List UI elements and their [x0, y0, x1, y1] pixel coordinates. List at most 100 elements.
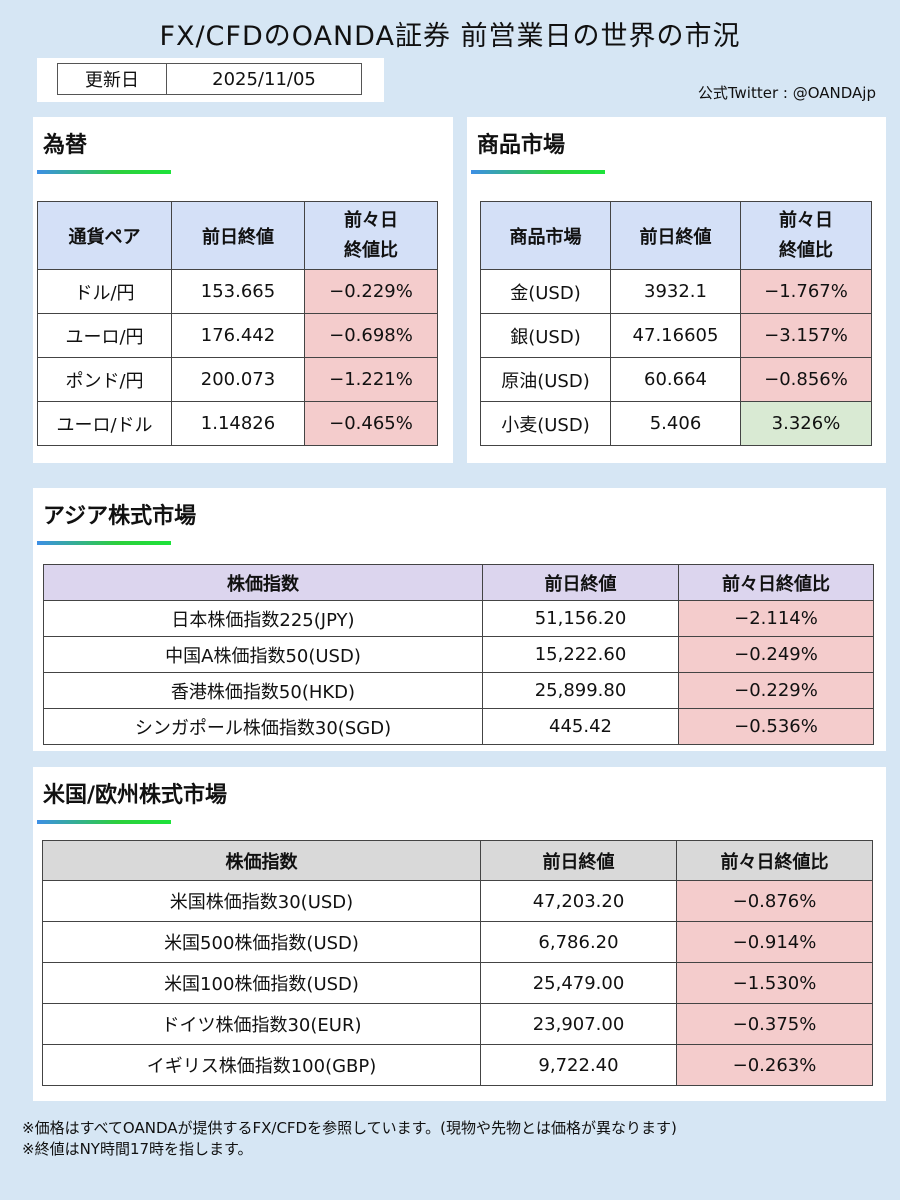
column-header: 株価指数: [42, 840, 481, 881]
footnote: ※価格はすべてOANDAが提供するFX/CFDを参照しています。(現物や先物とは…: [22, 1119, 677, 1137]
table-row: ユーロ/ドル 1.14826 −0.465%: [37, 401, 438, 446]
commodities-table: 商品市場 前日終値 前々日 終値比 金(USD) 3932.1 −1.767% …: [480, 201, 872, 446]
pair-name: ユーロ/ドル: [37, 401, 172, 446]
table-row: 銀(USD) 47.16605 −3.157%: [480, 313, 872, 358]
commodity-name: 金(USD): [480, 269, 611, 314]
change-value: −2.114%: [678, 600, 874, 637]
change-value: −0.536%: [678, 708, 874, 745]
change-value: −0.914%: [676, 921, 873, 963]
asia-panel-title: アジア株式市場: [43, 504, 197, 529]
twitter-handle: 公式Twitter : @OANDAjp: [697, 84, 876, 102]
column-header: 前日終値: [480, 840, 677, 881]
table-row: 小麦(USD) 5.406 3.326%: [480, 401, 872, 446]
column-header: 通貨ペア: [37, 201, 172, 270]
close-value: 23,907.00: [480, 1003, 677, 1045]
change-value: −3.157%: [740, 313, 872, 358]
table-row: 原油(USD) 60.664 −0.856%: [480, 357, 872, 402]
page-title: FX/CFDのOANDA証券 前営業日の世界の市況: [159, 21, 741, 52]
change-value: −0.249%: [678, 636, 874, 673]
close-value: 5.406: [610, 401, 741, 446]
close-value: 3932.1: [610, 269, 741, 314]
change-value: −1.530%: [676, 962, 873, 1004]
change-value: −1.221%: [304, 357, 438, 402]
change-value: −0.375%: [676, 1003, 873, 1045]
table-row: 米国100株価指数(USD) 25,479.00 −1.530%: [42, 962, 873, 1004]
table-row: シンガポール株価指数30(SGD) 445.42 −0.536%: [43, 708, 874, 745]
fx-panel: 為替 通貨ペア 前日終値 前々日 終値比 ドル/円 153.665 −0.229…: [33, 117, 453, 463]
pair-name: ポンド/円: [37, 357, 172, 402]
title-underline: [37, 541, 171, 545]
asia-table: 株価指数 前日終値 前々日終値比 日本株価指数225(JPY) 51,156.2…: [43, 564, 874, 745]
asia-panel: アジア株式市場 株価指数 前日終値 前々日終値比 日本株価指数225(JPY) …: [33, 488, 886, 751]
close-value: 47,203.20: [480, 880, 677, 922]
close-value: 176.442: [171, 313, 305, 358]
commodities-panel-title: 商品市場: [477, 133, 566, 158]
close-value: 51,156.20: [482, 600, 679, 637]
index-name: 香港株価指数50(HKD): [43, 672, 483, 709]
column-header: 前々日終値比: [676, 840, 873, 881]
change-value: −1.767%: [740, 269, 872, 314]
title-underline: [37, 820, 171, 824]
update-date-box: 更新日 2025/11/05: [37, 58, 384, 102]
table-row: ユーロ/円 176.442 −0.698%: [37, 313, 438, 358]
column-header: 前日終値: [610, 201, 741, 270]
change-value: −0.698%: [304, 313, 438, 358]
close-value: 6,786.20: [480, 921, 677, 963]
commodity-name: 小麦(USD): [480, 401, 611, 446]
change-value: −0.856%: [740, 357, 872, 402]
index-name: シンガポール株価指数30(SGD): [43, 708, 483, 745]
title-underline: [37, 170, 171, 174]
change-value: −0.263%: [676, 1044, 873, 1086]
index-name: 米国500株価指数(USD): [42, 921, 481, 963]
change-value: −0.465%: [304, 401, 438, 446]
table-row: ポンド/円 200.073 −1.221%: [37, 357, 438, 402]
table-row: 日本株価指数225(JPY) 51,156.20 −2.114%: [43, 600, 874, 637]
close-value: 15,222.60: [482, 636, 679, 673]
update-date: 2025/11/05: [166, 63, 362, 95]
update-label: 更新日: [57, 63, 167, 95]
close-value: 25,479.00: [480, 962, 677, 1004]
close-value: 9,722.40: [480, 1044, 677, 1086]
column-header: 株価指数: [43, 564, 483, 601]
title-underline: [471, 170, 605, 174]
change-value: −0.229%: [678, 672, 874, 709]
change-value: −0.876%: [676, 880, 873, 922]
fx-panel-title: 為替: [43, 133, 88, 158]
commodities-panel: 商品市場 商品市場 前日終値 前々日 終値比 金(USD) 3932.1 −1.…: [467, 117, 886, 463]
table-row: ドル/円 153.665 −0.229%: [37, 269, 438, 314]
table-row: 香港株価指数50(HKD) 25,899.80 −0.229%: [43, 672, 874, 709]
close-value: 200.073: [171, 357, 305, 402]
column-header: 商品市場: [480, 201, 611, 270]
footnote: ※終値はNY時間17時を指します。: [22, 1140, 253, 1158]
column-header: 前々日終値比: [678, 564, 874, 601]
table-row: 米国株価指数30(USD) 47,203.20 −0.876%: [42, 880, 873, 922]
pair-name: ユーロ/円: [37, 313, 172, 358]
commodity-name: 原油(USD): [480, 357, 611, 402]
index-name: 米国株価指数30(USD): [42, 880, 481, 922]
close-value: 60.664: [610, 357, 741, 402]
footnotes: ※価格はすべてOANDAが提供するFX/CFDを参照しています。(現物や先物とは…: [22, 1118, 677, 1160]
index-name: 日本株価指数225(JPY): [43, 600, 483, 637]
table-row: 中国A株価指数50(USD) 15,222.60 −0.249%: [43, 636, 874, 673]
table-row: ドイツ株価指数30(EUR) 23,907.00 −0.375%: [42, 1003, 873, 1045]
close-value: 445.42: [482, 708, 679, 745]
fx-table: 通貨ペア 前日終値 前々日 終値比 ドル/円 153.665 −0.229% ユ…: [37, 201, 438, 446]
change-value: −0.229%: [304, 269, 438, 314]
table-row: 米国500株価指数(USD) 6,786.20 −0.914%: [42, 921, 873, 963]
commodity-name: 銀(USD): [480, 313, 611, 358]
column-header: 前日終値: [482, 564, 679, 601]
column-header: 前々日 終値比: [740, 201, 872, 270]
table-row: イギリス株価指数100(GBP) 9,722.40 −0.263%: [42, 1044, 873, 1086]
close-value: 1.14826: [171, 401, 305, 446]
index-name: ドイツ株価指数30(EUR): [42, 1003, 481, 1045]
index-name: 米国100株価指数(USD): [42, 962, 481, 1004]
pair-name: ドル/円: [37, 269, 172, 314]
index-name: イギリス株価指数100(GBP): [42, 1044, 481, 1086]
us-eu-panel-title: 米国/欧州株式市場: [43, 783, 228, 808]
column-header: 前々日 終値比: [304, 201, 438, 270]
table-row: 金(USD) 3932.1 −1.767%: [480, 269, 872, 314]
us-eu-panel: 米国/欧州株式市場 株価指数 前日終値 前々日終値比 米国株価指数30(USD)…: [33, 767, 886, 1101]
close-value: 47.16605: [610, 313, 741, 358]
us-eu-table: 株価指数 前日終値 前々日終値比 米国株価指数30(USD) 47,203.20…: [42, 840, 873, 1086]
column-header: 前日終値: [171, 201, 305, 270]
